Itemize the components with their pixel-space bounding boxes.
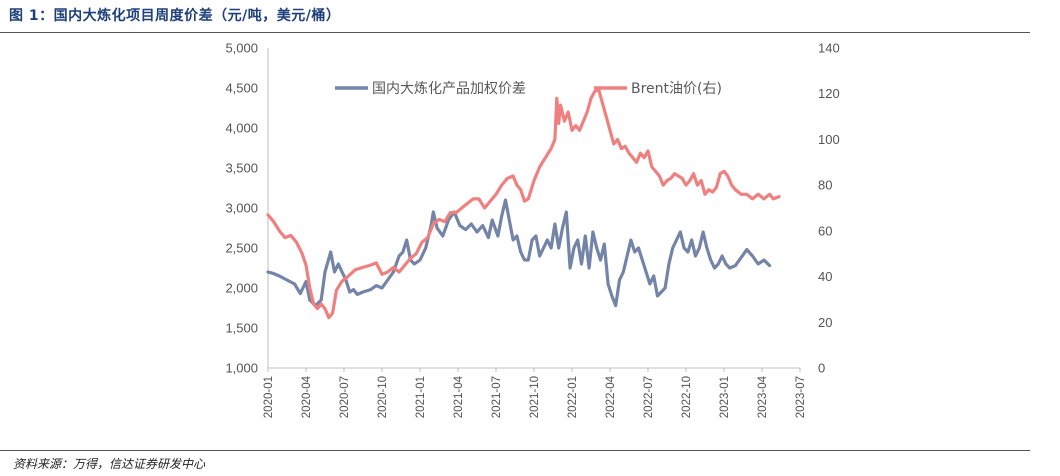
y-right-tick-label: 120 bbox=[818, 86, 840, 101]
y-left-tick-label: 2,500 bbox=[225, 241, 258, 256]
y-right-tick-label: 40 bbox=[818, 269, 832, 284]
y-right-tick-label: 60 bbox=[818, 223, 832, 238]
x-tick-label: 2021-10 bbox=[529, 376, 541, 418]
y-left-tick-label: 3,000 bbox=[225, 201, 258, 216]
x-tick-label: 2023-01 bbox=[719, 376, 731, 418]
y-left-tick-label: 1,500 bbox=[225, 321, 258, 336]
x-tick-label: 2020-04 bbox=[301, 375, 313, 418]
y-right-tick-label: 20 bbox=[818, 315, 832, 330]
y-right-tick-label: 100 bbox=[818, 132, 840, 147]
x-tick-label: 2020-01 bbox=[263, 376, 275, 418]
x-tick-label: 2022-10 bbox=[681, 376, 693, 418]
brent-series-line bbox=[266, 87, 781, 320]
y-left-tick-label: 4,000 bbox=[225, 121, 258, 136]
y-left-tick-label: 2,000 bbox=[225, 281, 258, 296]
x-tick-label: 2020-07 bbox=[339, 376, 351, 418]
source-note: 资料来源：万得，信达证券研发中心 bbox=[13, 457, 206, 471]
x-tick-label: 2020-10 bbox=[377, 376, 389, 418]
y-left-tick-label: 5,000 bbox=[225, 41, 258, 56]
x-tick-label: 2023-07 bbox=[795, 376, 807, 418]
y-right-tick-label: 80 bbox=[818, 178, 832, 193]
x-tick-label: 2022-04 bbox=[605, 375, 617, 418]
x-tick-label: 2021-01 bbox=[415, 376, 427, 418]
y-right-tick-label: 140 bbox=[818, 41, 840, 56]
y-left-tick-label: 4,500 bbox=[225, 81, 258, 96]
x-tick-label: 2023-04 bbox=[757, 375, 769, 418]
chart-series bbox=[266, 87, 781, 320]
y-left-tick-label: 1,000 bbox=[225, 361, 258, 376]
top-divider bbox=[0, 32, 1030, 33]
chart-axes: 1,000 1,500 2,000 2,500 3,000 3,500 4,000 4,500… bbox=[225, 41, 839, 419]
y-right-tick-label: 0 bbox=[818, 361, 825, 376]
chart-legend: 国内大炼化产品加权价差 Brent油价(右) bbox=[335, 81, 722, 97]
legend-label: 国内大炼化产品加权价差 bbox=[372, 81, 526, 97]
x-tick-label: 2022-07 bbox=[643, 376, 655, 418]
spread-series-line bbox=[266, 198, 772, 308]
x-tick-label: 2022-01 bbox=[567, 376, 579, 418]
figure-title: 图 1：国内大炼化项目周度价差（元/吨，美元/桶） bbox=[9, 8, 341, 24]
y-left-tick-label: 3,500 bbox=[225, 161, 258, 176]
x-tick-label: 2021-04 bbox=[453, 375, 465, 418]
legend-label: Brent油价(右) bbox=[631, 81, 722, 97]
bottom-divider bbox=[0, 450, 1030, 451]
x-tick-label: 2021-07 bbox=[491, 376, 503, 418]
